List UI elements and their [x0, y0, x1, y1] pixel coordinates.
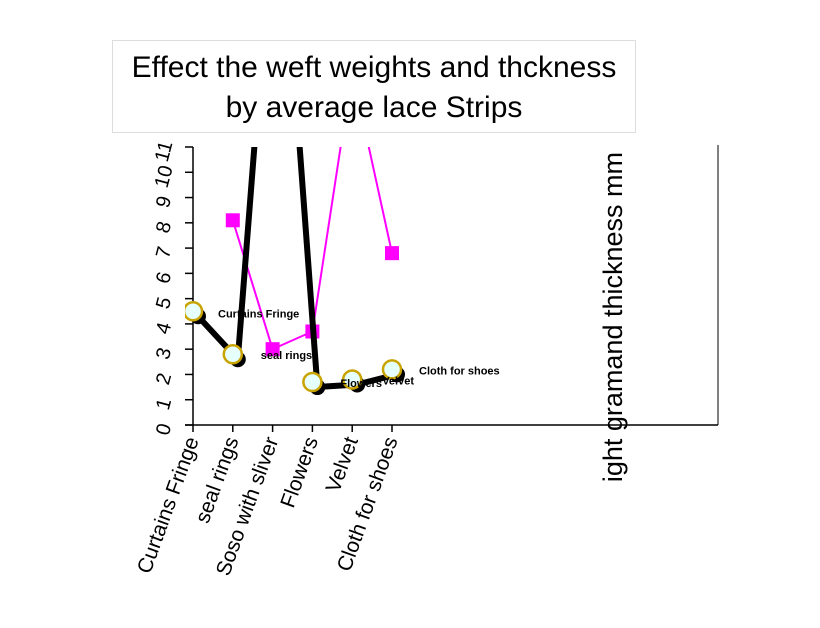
point	[341, 369, 363, 390]
data-label: Curtains Fringe	[218, 308, 299, 320]
y2-axis-label: ight gramand thickness mm	[598, 152, 628, 482]
y-tick-label: 3	[152, 345, 176, 361]
plot-area	[185, 145, 718, 425]
point	[225, 213, 240, 228]
y-tick-label: 10	[151, 163, 178, 190]
y-tick-label: 1	[152, 396, 176, 412]
point	[385, 246, 399, 261]
point	[381, 359, 403, 380]
y-tick-label: 11	[151, 139, 178, 165]
x-tick-label: Curtains Fringe	[133, 434, 204, 577]
x-tick-label: Velvet	[322, 434, 363, 496]
y-tick-label: 0	[152, 421, 176, 437]
point	[265, 342, 280, 357]
y-tick-label: 8	[152, 219, 176, 235]
data-label: Cloth for shoes	[419, 365, 500, 377]
chart-title: Effect the weft weights and thckness by …	[112, 40, 636, 133]
y-tick-label: 4	[152, 320, 176, 336]
x-tick-label: Flowers	[276, 434, 323, 511]
y-tick-label: 5	[152, 295, 176, 311]
y-tick-label: 2	[152, 371, 176, 387]
point	[185, 301, 204, 322]
point	[222, 343, 244, 365]
data-label: Flowers	[340, 378, 382, 390]
point	[302, 371, 323, 393]
data-label: seal rings	[261, 350, 312, 362]
data-label: Velvet	[382, 376, 414, 388]
y-tick-label: 7	[152, 244, 176, 260]
y-tick-label: 6	[152, 270, 176, 286]
y-tick-label: 9	[152, 194, 176, 210]
